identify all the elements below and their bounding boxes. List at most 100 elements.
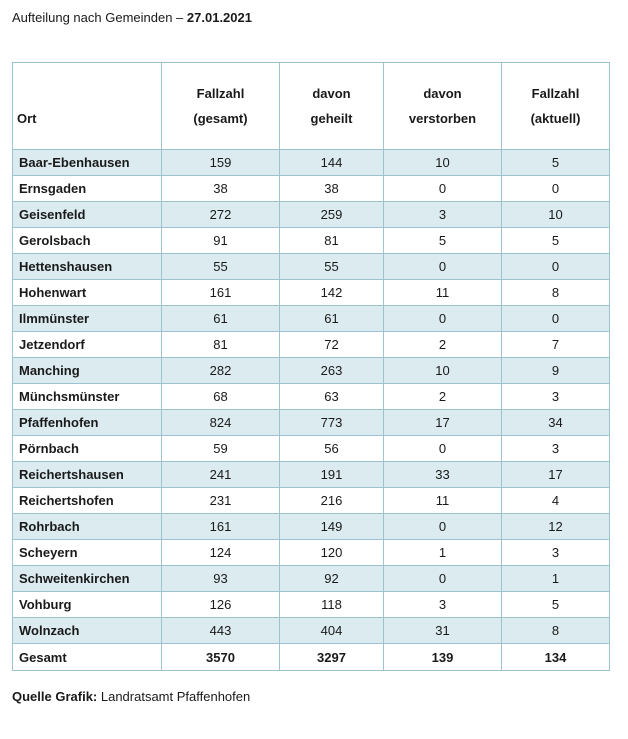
cell-value: 72	[279, 331, 384, 358]
cell-ort: Wolnzach	[12, 617, 162, 644]
cell-ort: Baar-Ebenhausen	[12, 149, 162, 176]
cell-value: 3297	[279, 643, 384, 671]
cell-value: 404	[279, 617, 384, 644]
cell-value: 55	[161, 253, 280, 280]
cell-value: 2	[383, 383, 502, 410]
cell-value: 3	[501, 383, 610, 410]
cell-ort: Gerolsbach	[12, 227, 162, 254]
cell-value: 443	[161, 617, 280, 644]
cell-value: 10	[383, 149, 502, 176]
cell-value: 5	[501, 149, 610, 176]
cell-value: 10	[383, 357, 502, 384]
cell-value: 2	[383, 331, 502, 358]
cell-value: 11	[383, 279, 502, 306]
cell-value: 159	[161, 149, 280, 176]
header-line: davon	[312, 86, 351, 101]
cell-value: 56	[279, 435, 384, 462]
heading-date: 27.01.2021	[186, 10, 252, 25]
cell-value: 134	[501, 643, 610, 671]
cell-value: 0	[383, 513, 502, 540]
cell-value: 241	[161, 461, 280, 488]
header-fallzahl-aktuell: Fallzahl (aktuell)	[501, 62, 610, 150]
heading-text: Aufteilung nach Gemeinden –	[12, 10, 187, 25]
cell-value: 0	[501, 305, 610, 332]
cell-value: 124	[161, 539, 280, 566]
cell-value: 10	[501, 201, 610, 228]
cell-value: 92	[279, 565, 384, 592]
table-row: Pörnbach 59 56 0 3	[12, 435, 610, 462]
cell-value: 142	[279, 279, 384, 306]
cell-value: 68	[161, 383, 280, 410]
cell-value: 144	[279, 149, 384, 176]
cell-ort: Geisenfeld	[12, 201, 162, 228]
cell-ort: Scheyern	[12, 539, 162, 566]
cell-ort: Pörnbach	[12, 435, 162, 462]
header-line: davon	[423, 86, 462, 101]
cell-value: 8	[501, 617, 610, 644]
cell-value: 0	[383, 435, 502, 462]
cell-value: 3	[501, 435, 610, 462]
cell-value: 231	[161, 487, 280, 514]
cell-ort: Reichertshofen	[12, 487, 162, 514]
table-row: Geisenfeld 272 259 3 10	[12, 201, 610, 228]
cell-value: 91	[161, 227, 280, 254]
header-ort: Ort	[12, 62, 162, 150]
cell-value: 161	[161, 279, 280, 306]
cell-value: 4	[501, 487, 610, 514]
cell-value: 0	[383, 305, 502, 332]
header-line: Fallzahl	[531, 86, 580, 101]
cell-value: 282	[161, 357, 280, 384]
cell-value: 11	[383, 487, 502, 514]
cell-ort: Jetzendorf	[12, 331, 162, 358]
table-row: Scheyern 124 120 1 3	[12, 539, 610, 566]
cell-ort: Hohenwart	[12, 279, 162, 306]
cell-value: 0	[383, 565, 502, 592]
cell-value: 1	[383, 539, 502, 566]
cell-ort: Ernsgaden	[12, 175, 162, 202]
header-davon-geheilt: davon geheilt	[279, 62, 384, 150]
cell-value: 8	[501, 279, 610, 306]
cell-value: 59	[161, 435, 280, 462]
cell-value: 118	[279, 591, 384, 618]
cell-ort: Rohrbach	[12, 513, 162, 540]
cell-value: 216	[279, 487, 384, 514]
table-row: Pfaffenhofen 824 773 17 34	[12, 409, 610, 436]
table-row: Wolnzach 443 404 31 8	[12, 617, 610, 644]
cell-value: 191	[279, 461, 384, 488]
cell-value: 93	[161, 565, 280, 592]
cell-value: 31	[383, 617, 502, 644]
cell-value: 0	[383, 253, 502, 280]
cell-value: 5	[501, 227, 610, 254]
table-row: Rohrbach 161 149 0 12	[12, 513, 610, 540]
source-note: Quelle Grafik: Landratsamt Pfaffenhofen	[12, 688, 250, 706]
cell-value: 5	[501, 591, 610, 618]
cell-value: 120	[279, 539, 384, 566]
header-line: geheilt	[310, 111, 353, 126]
cell-value: 33	[383, 461, 502, 488]
table-row: Reichertshausen 241 191 33 17	[12, 461, 610, 488]
cell-value: 272	[161, 201, 280, 228]
header-line: Fallzahl	[196, 86, 245, 101]
table-row: Vohburg 126 118 3 5	[12, 591, 610, 618]
cell-value: 38	[161, 175, 280, 202]
table-row: Jetzendorf 81 72 2 7	[12, 331, 610, 358]
cell-ort: Gesamt	[12, 643, 162, 671]
cell-value: 126	[161, 591, 280, 618]
cell-ort: Manching	[12, 357, 162, 384]
cell-value: 61	[279, 305, 384, 332]
table-row: Ilmmünster 61 61 0 0	[12, 305, 610, 332]
cell-value: 149	[279, 513, 384, 540]
cell-ort: Vohburg	[12, 591, 162, 618]
page-heading: Aufteilung nach Gemeinden – 27.01.2021	[12, 9, 252, 27]
table-row: Hohenwart 161 142 11 8	[12, 279, 610, 306]
header-fallzahl-gesamt: Fallzahl (gesamt)	[161, 62, 280, 150]
header-line: (gesamt)	[193, 111, 248, 126]
table-row: Hettenshausen 55 55 0 0	[12, 253, 610, 280]
cell-value: 61	[161, 305, 280, 332]
table-row: Gerolsbach 91 81 5 5	[12, 227, 610, 254]
cell-value: 3	[501, 539, 610, 566]
cell-value: 17	[383, 409, 502, 436]
table-row: Schweitenkirchen 93 92 0 1	[12, 565, 610, 592]
cell-value: 1	[501, 565, 610, 592]
cell-value: 38	[279, 175, 384, 202]
